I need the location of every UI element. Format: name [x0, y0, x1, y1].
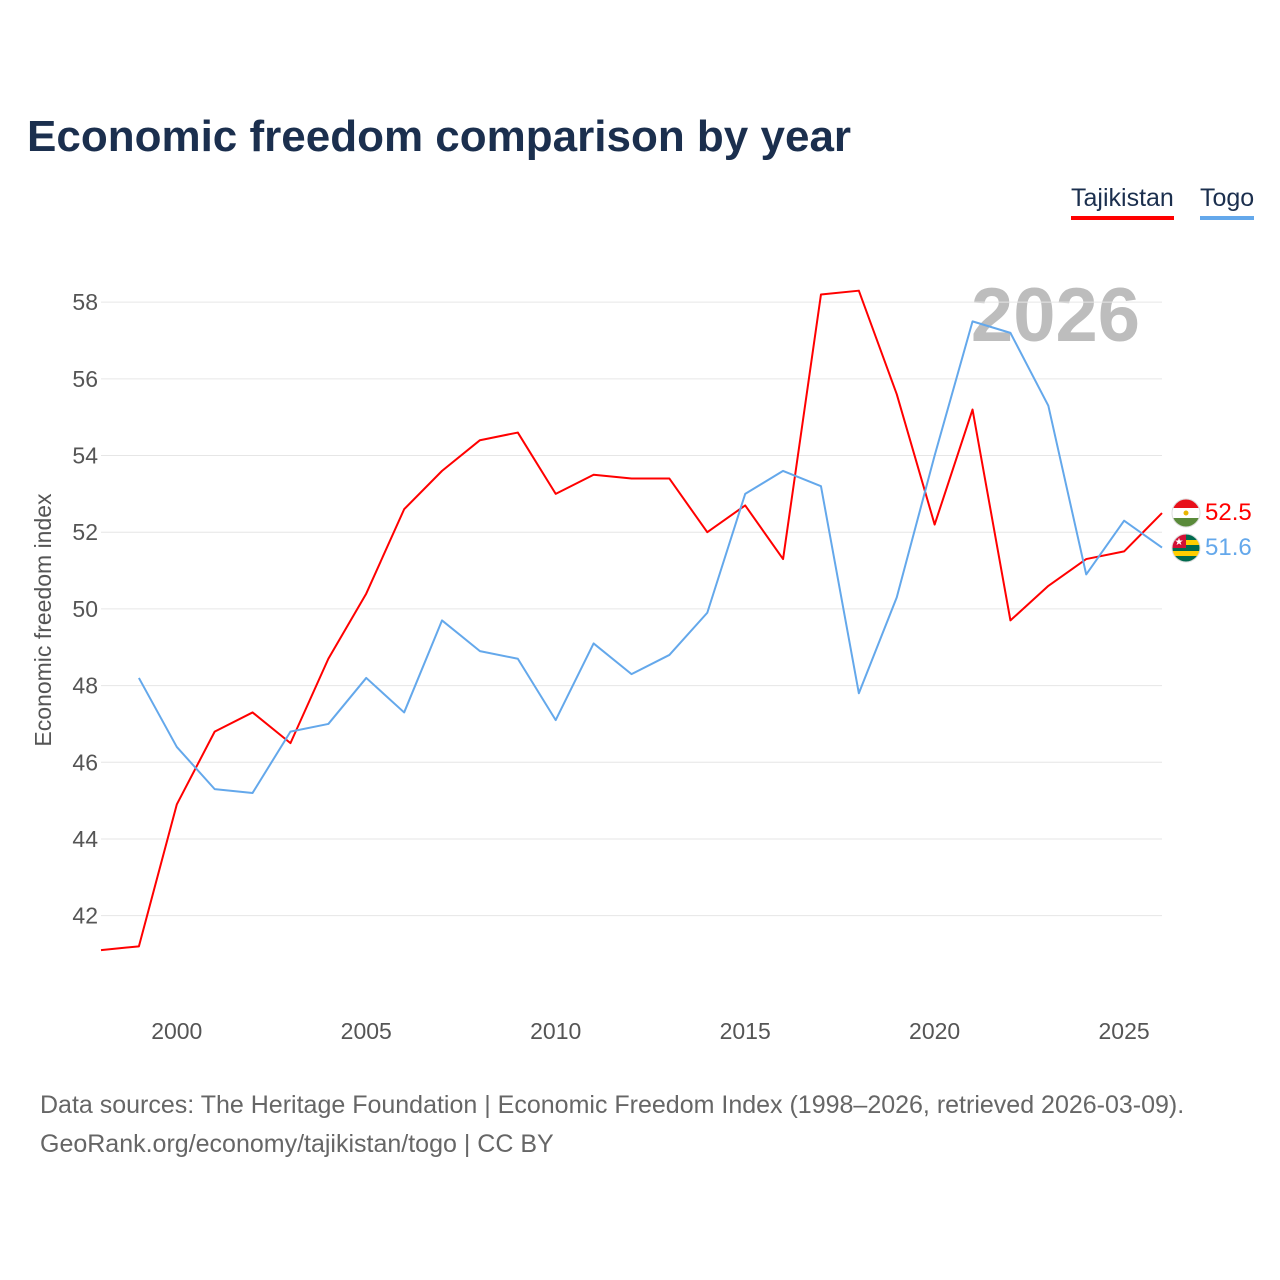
y-tick-label: 42	[72, 903, 98, 929]
series-line-togo	[138, 320, 1163, 794]
x-tick-label: 2010	[530, 1018, 581, 1044]
y-tick-label: 54	[72, 443, 98, 469]
y-tick-label: 50	[72, 596, 98, 622]
y-tick-label: 52	[72, 519, 98, 545]
y-tick-label: 48	[72, 673, 98, 699]
y-tick-label: 44	[72, 826, 98, 852]
x-tick-label: 2000	[151, 1018, 202, 1044]
end-value-label-tajikistan: 52.5	[1205, 499, 1252, 526]
year-watermark: 2026	[971, 273, 1140, 358]
end-value-label-togo: 51.6	[1205, 534, 1252, 561]
series-line-tajikistan	[100, 289, 1163, 952]
legend-item-tajikistan[interactable]: Tajikistan	[1071, 184, 1174, 220]
y-tick-label: 46	[72, 749, 98, 775]
x-tick-label: 2020	[909, 1018, 960, 1044]
y-axis-label: Economic freedom index	[30, 493, 56, 747]
togo-flag-icon: ★	[1171, 533, 1201, 563]
footer: Data sources: The Heritage Foundation | …	[40, 1086, 1184, 1164]
svg-text:★: ★	[1175, 537, 1184, 548]
tajikistan-flag-icon	[1171, 498, 1201, 528]
legend-item-togo[interactable]: Togo	[1200, 184, 1255, 220]
data-source-text: Data sources: The Heritage Foundation | …	[40, 1091, 1185, 1119]
y-tick-label: 56	[72, 366, 98, 392]
y-tick-label: 58	[72, 289, 98, 315]
x-tick-label: 2025	[1099, 1018, 1150, 1044]
x-tick-label: 2015	[720, 1018, 771, 1044]
chart-title: Economic freedom comparison by year	[27, 112, 852, 161]
source-url-text: GeoRank.org/economy/tajikistan/togo | CC…	[40, 1130, 554, 1158]
x-tick-label: 2005	[341, 1018, 392, 1044]
